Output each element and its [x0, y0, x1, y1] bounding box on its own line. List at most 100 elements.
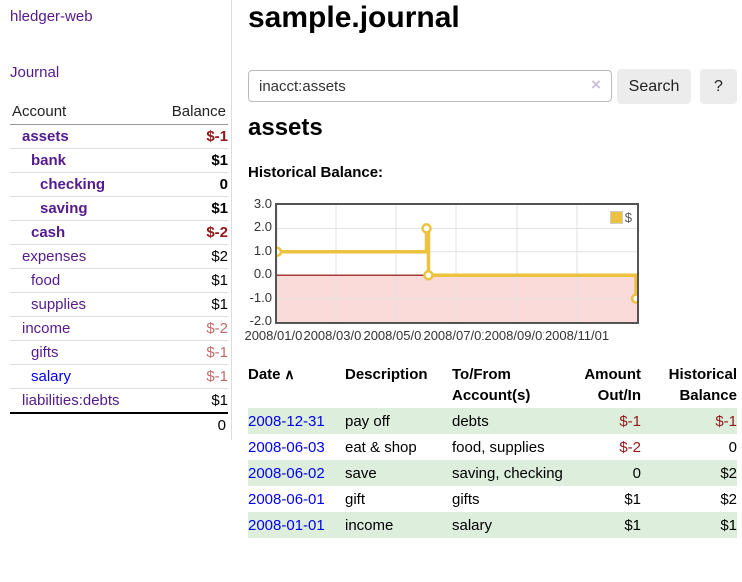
account-row: assets $-1: [10, 125, 228, 148]
transaction-accounts: debts: [452, 413, 489, 430]
sidebar: hledger-web Journal Account Balance asse…: [0, 0, 232, 440]
account-balance: 0: [219, 176, 228, 193]
sidebar-item-journal[interactable]: Journal: [10, 64, 60, 81]
account-row: salary $-1: [10, 364, 228, 388]
accounts-total-row: 0: [10, 412, 228, 437]
table-row: 2008-06-03 eat & shop food, supplies $-2 0: [248, 434, 737, 460]
transaction-date-link[interactable]: 2008-06-02: [248, 465, 325, 482]
clear-search-icon[interactable]: ×: [591, 75, 601, 94]
accounts-header-account: Account: [12, 103, 67, 120]
transaction-balance: $2: [720, 465, 737, 482]
y-axis-tick: -2.0: [249, 313, 272, 328]
account-link[interactable]: bank: [31, 152, 67, 169]
table-row: 2008-12-31 pay off debts $-1 $-1: [248, 408, 737, 434]
transaction-accounts: saving, checking: [452, 465, 563, 482]
account-balance: $1: [211, 392, 228, 409]
register-table: Date ∧ Description To/From Account(s) Amoun…: [248, 362, 737, 538]
transaction-amount: 0: [632, 465, 641, 482]
account-balance: $-2: [206, 224, 228, 241]
transaction-description: gift: [345, 491, 366, 508]
account-row: checking 0: [10, 172, 228, 196]
y-axis-tick: 0.0: [253, 266, 272, 282]
account-link[interactable]: liabilities:debts: [22, 392, 120, 409]
transaction-description: eat & shop: [345, 439, 417, 456]
register-header-date[interactable]: Date ∧: [248, 366, 295, 383]
accounts-header-balance: Balance: [171, 103, 226, 120]
accounts-total-value: 0: [217, 417, 226, 434]
transaction-balance: $2: [720, 491, 737, 508]
account-link[interactable]: food: [31, 272, 61, 289]
transaction-balance: $1: [720, 517, 737, 534]
legend-label: $: [624, 210, 632, 225]
account-rows: assets $-1 bank $1 checking 0 saving $1 cash $-2 e…: [10, 125, 228, 412]
app-title-link[interactable]: hledger-web: [10, 8, 93, 25]
account-link[interactable]: income: [22, 320, 71, 337]
transaction-amount: $-1: [619, 413, 641, 430]
transaction-amount: $-2: [619, 439, 641, 456]
account-link[interactable]: gifts: [31, 344, 59, 361]
x-axis-tick: 2008/11/01: [543, 328, 611, 343]
chart-legend: $: [607, 209, 634, 226]
sort-asc-icon: ∧: [280, 366, 295, 382]
x-axis-tick: 2008/09/01: [483, 328, 551, 343]
account-balance: $1: [211, 200, 228, 217]
transaction-balance: $-1: [715, 413, 737, 430]
transaction-date-link[interactable]: 2008-06-01: [248, 491, 325, 508]
account-balance: $-1: [206, 344, 228, 361]
account-link[interactable]: supplies: [31, 296, 87, 313]
register-header-historical-balance: Historical Balance: [668, 366, 737, 404]
transaction-description: pay off: [345, 413, 390, 430]
y-axis-tick: 3.0: [253, 196, 272, 211]
account-link[interactable]: saving: [40, 200, 88, 217]
account-balance: $-1: [206, 368, 228, 385]
account-link[interactable]: expenses: [22, 248, 87, 265]
transaction-date-link[interactable]: 2008-06-03: [248, 439, 325, 456]
search-button[interactable]: Search: [617, 69, 691, 104]
account-link[interactable]: assets: [22, 128, 69, 145]
help-button[interactable]: ?: [700, 69, 737, 104]
search-input[interactable]: [248, 70, 612, 102]
register-header-amount-out-in: Amount Out/In: [584, 366, 641, 404]
page-title: sample.journal: [248, 1, 460, 34]
account-row: supplies $1: [10, 292, 228, 316]
account-link[interactable]: salary: [31, 368, 72, 385]
transaction-date-link[interactable]: 2008-12-31: [248, 413, 325, 430]
account-row: liabilities:debts $1: [10, 388, 228, 412]
table-row: 2008-06-02 save saving, checking 0 $2: [248, 460, 737, 486]
account-balance: $2: [211, 248, 228, 265]
transaction-description: save: [345, 465, 377, 482]
account-row: cash $-2: [10, 220, 228, 244]
transaction-balance: 0: [728, 439, 737, 456]
transaction-accounts: food, supplies: [452, 439, 545, 456]
y-axis-tick: 1.0: [253, 242, 272, 258]
legend-swatch-icon: [609, 211, 623, 224]
accounts-table-header: Account Balance: [10, 100, 228, 125]
register-header-row: Date ∧ Description To/From Account(s) Amoun…: [248, 362, 737, 408]
x-axis-tick: 2008/05/01: [362, 328, 430, 343]
chart-section-label: Historical Balance:: [248, 164, 384, 181]
account-balance: $1: [211, 272, 228, 289]
account-balance: $-1: [206, 128, 228, 145]
transaction-accounts: salary: [452, 517, 493, 534]
account-link[interactable]: cash: [31, 224, 66, 241]
account-row: expenses $2: [10, 244, 228, 268]
y-axis-tick: 2.0: [253, 219, 272, 235]
accounts-table: Account Balance assets $-1 bank $1 checking 0…: [10, 100, 228, 437]
transaction-date-link[interactable]: 2008-01-01: [248, 517, 325, 534]
main-content: sample.journal × Search ? assets Histori…: [243, 0, 742, 582]
transaction-description: income: [345, 517, 394, 534]
account-row: income $-2: [10, 316, 228, 340]
account-heading: assets: [248, 114, 323, 141]
register-header-to-from-account-s-: To/From Account(s): [452, 366, 531, 404]
table-row: 2008-06-01 gift gifts $1 $2: [248, 486, 737, 512]
table-row: 2008-01-01 income salary $1 $1: [248, 512, 737, 538]
account-balance: $1: [211, 152, 228, 169]
account-row: gifts $-1: [10, 340, 228, 364]
x-axis-tick: 2008/07/01: [422, 328, 490, 343]
account-row: food $1: [10, 268, 228, 292]
register-header-description: Description: [345, 366, 428, 383]
account-link[interactable]: checking: [40, 176, 106, 193]
x-axis-tick: 2008/01/01: [243, 328, 311, 343]
account-row: bank $1: [10, 148, 228, 172]
